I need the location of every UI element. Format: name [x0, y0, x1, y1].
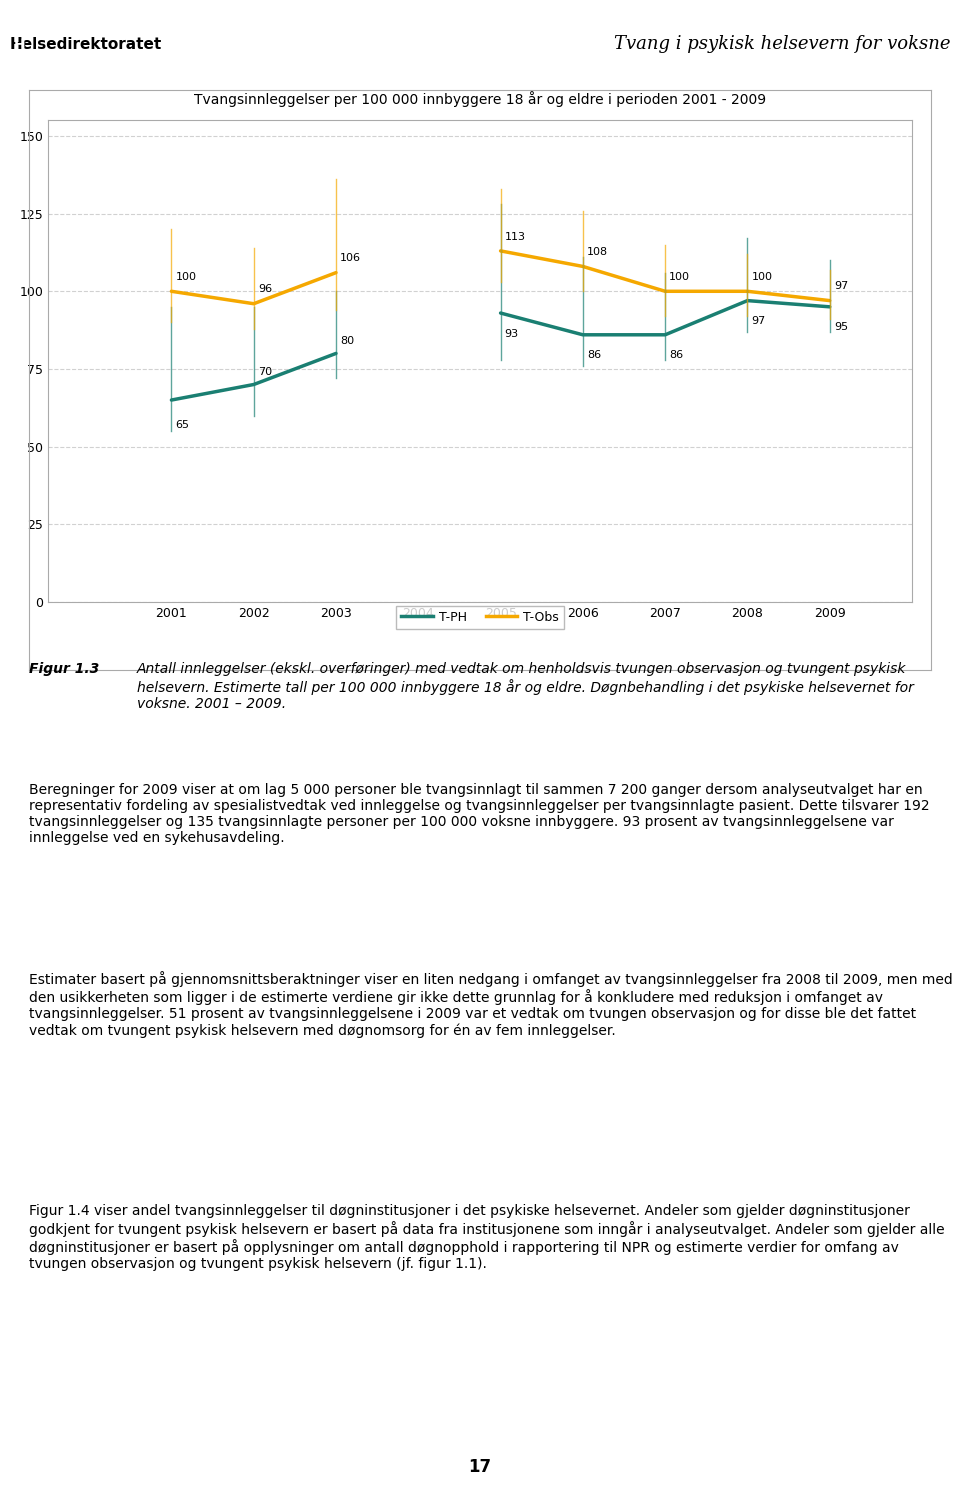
Text: Figur 1.4 viser andel tvangsinnleggelser til døgninstitusjoner i det psykiske he: Figur 1.4 viser andel tvangsinnleggelser…: [29, 1204, 945, 1272]
Text: H: H: [13, 38, 25, 53]
Text: Beregninger for 2009 viser at om lag 5 000 personer ble tvangsinnlagt til sammen: Beregninger for 2009 viser at om lag 5 0…: [29, 783, 929, 846]
Text: 95: 95: [834, 322, 848, 333]
Text: 100: 100: [176, 272, 197, 281]
Text: Antall innleggelser (ekskl. overføringer) med vedtak om henholdsvis tvungen obse: Antall innleggelser (ekskl. overføringer…: [137, 662, 914, 710]
Text: 86: 86: [669, 351, 684, 360]
Text: 17: 17: [468, 1458, 492, 1476]
Text: 97: 97: [752, 316, 766, 327]
Text: 100: 100: [669, 272, 690, 281]
Text: 96: 96: [258, 284, 272, 295]
Text: 70: 70: [258, 367, 272, 378]
Text: Figur 1.3: Figur 1.3: [29, 662, 99, 676]
Text: 100: 100: [752, 272, 773, 281]
Text: Estimater basert på gjennomsnittsberaktninger viser en liten nedgang i omfanget : Estimater basert på gjennomsnittsberaktn…: [29, 971, 952, 1038]
Text: 97: 97: [834, 281, 848, 292]
Text: Tvang i psykisk helsevern for voksne: Tvang i psykisk helsevern for voksne: [613, 35, 950, 53]
Text: 65: 65: [176, 420, 189, 430]
Text: 106: 106: [340, 253, 361, 263]
Legend: T-PH, T-Obs: T-PH, T-Obs: [396, 605, 564, 629]
Text: 113: 113: [505, 232, 526, 242]
Title: Tvangsinnleggelser per 100 000 innbyggere 18 år og eldre i perioden 2001 - 2009: Tvangsinnleggelser per 100 000 innbygger…: [194, 90, 766, 107]
Text: 93: 93: [505, 328, 518, 339]
Text: Helsedirektoratet: Helsedirektoratet: [10, 36, 162, 51]
Text: 108: 108: [587, 247, 608, 257]
Text: 80: 80: [340, 336, 354, 346]
Text: 86: 86: [587, 351, 601, 360]
